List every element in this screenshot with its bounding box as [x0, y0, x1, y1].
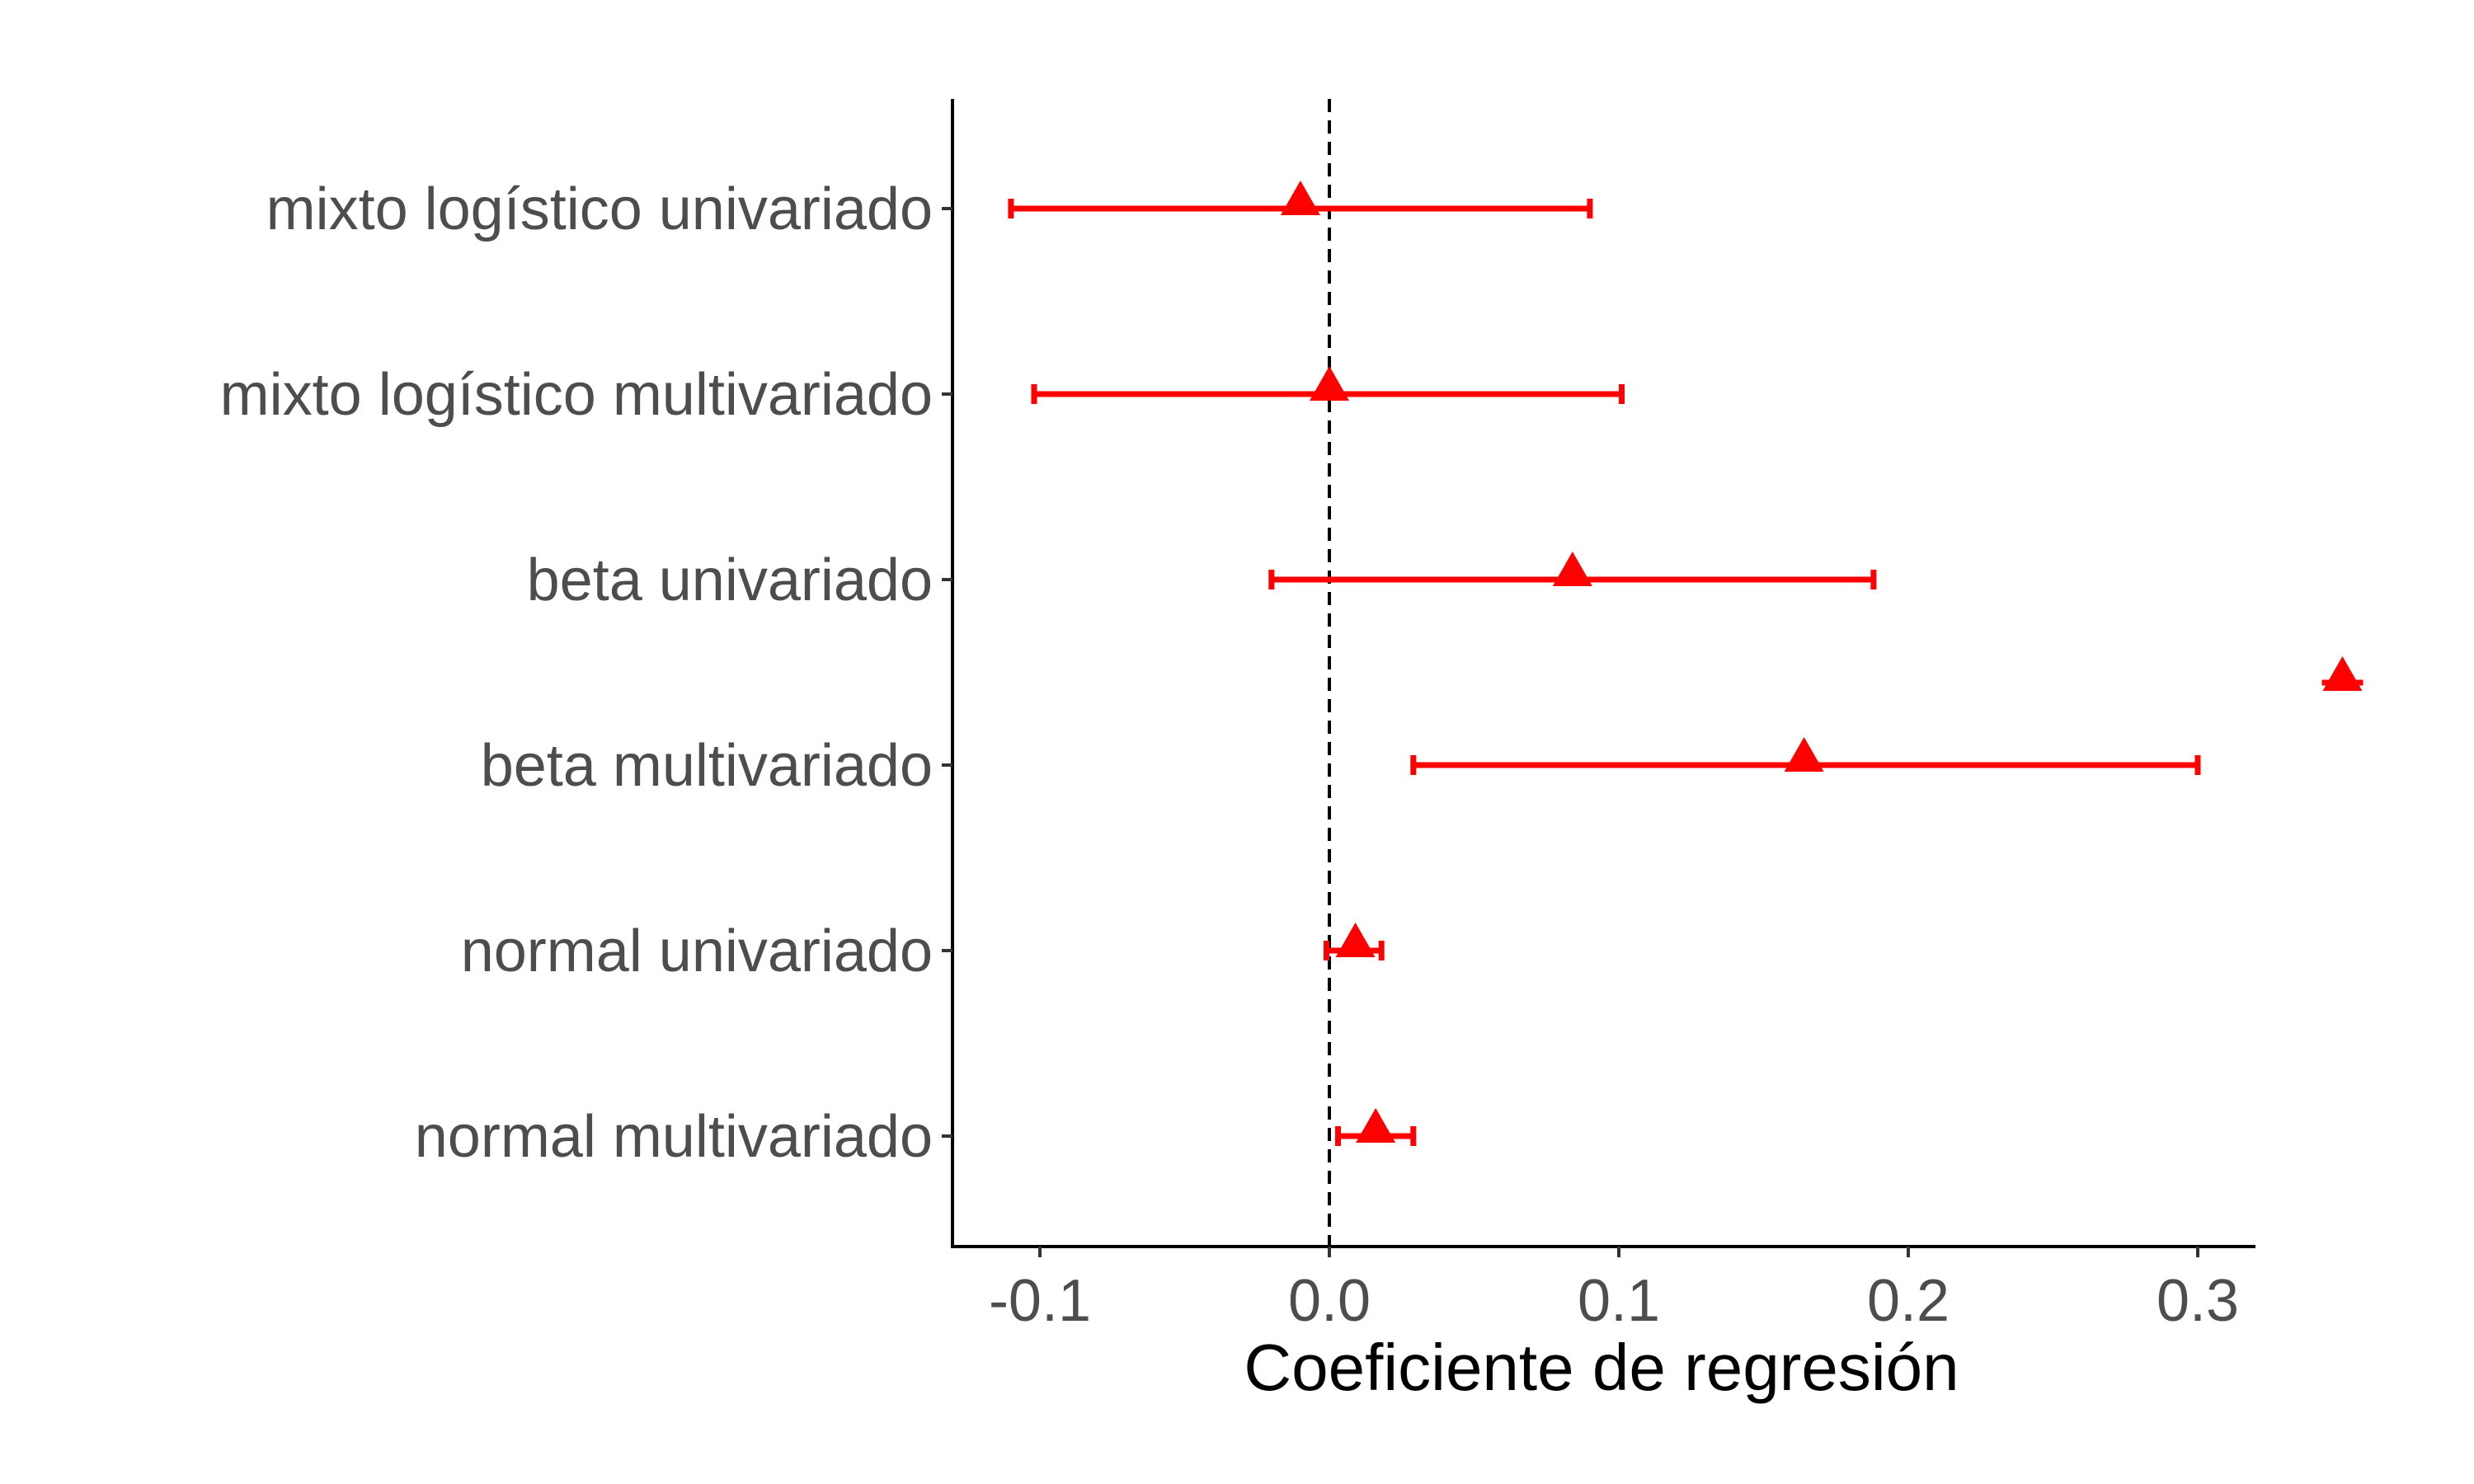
point-estimate [1784, 737, 1824, 772]
y-tick-label: normal univariado [461, 918, 933, 984]
x-axis-title: Coeficiente de regresión [1244, 1331, 1959, 1404]
y-tick-label: beta univariado [527, 547, 933, 613]
x-tick-label: -0.1 [989, 1268, 1091, 1334]
x-tick-label: 0.0 [1288, 1268, 1371, 1334]
y-tick-label: beta multivariado [481, 733, 933, 799]
point-estimate [1335, 923, 1376, 957]
y-tick-label: mixto logístico univariado [266, 176, 933, 242]
point-estimate [1310, 366, 1349, 401]
point-estimate [1552, 552, 1592, 586]
outlier-point [2322, 656, 2363, 691]
x-tick-label: 0.1 [1578, 1268, 1660, 1334]
point-estimate [1356, 1108, 1396, 1143]
point-estimate [1280, 181, 1320, 215]
y-tick-label: mixto logístico multivariado [220, 362, 933, 428]
y-tick-label: normal multivariado [415, 1104, 933, 1170]
x-tick-label: 0.3 [2157, 1268, 2239, 1334]
x-tick-label: 0.2 [1867, 1268, 1950, 1334]
